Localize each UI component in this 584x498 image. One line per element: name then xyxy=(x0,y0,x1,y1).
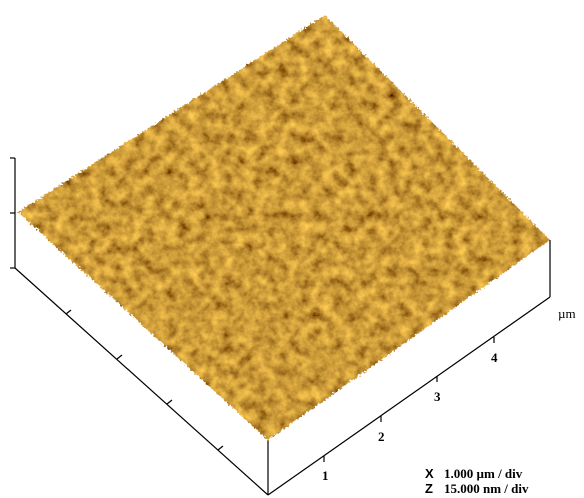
unit-label: µm xyxy=(558,306,576,321)
scale-text: 1.000 µm / div xyxy=(444,466,523,481)
tick-label: 4 xyxy=(491,350,498,365)
tick-label: 1 xyxy=(322,468,329,483)
scale-letter: X xyxy=(425,466,434,481)
tick-label: 3 xyxy=(434,389,441,404)
surface xyxy=(18,15,550,440)
tick-label: 2 xyxy=(378,429,385,444)
scale-text: 15.000 nm / div xyxy=(444,481,529,496)
scale-letter: Z xyxy=(425,481,433,496)
afm-figure: 1 2 3 4 µm X 1.000 µm / div Z 15.000 nm / div xyxy=(0,0,584,498)
